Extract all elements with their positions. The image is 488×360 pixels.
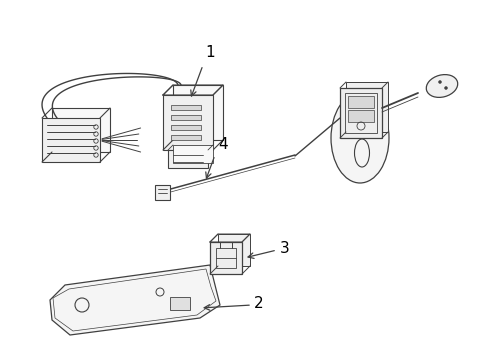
- Bar: [218, 234, 249, 266]
- Circle shape: [438, 81, 441, 84]
- Circle shape: [444, 86, 447, 90]
- Bar: [171, 125, 201, 130]
- Ellipse shape: [426, 75, 457, 98]
- Bar: [170, 297, 190, 310]
- Text: 2: 2: [253, 297, 263, 311]
- Bar: [347, 96, 373, 108]
- Bar: [173, 85, 223, 140]
- Bar: [168, 150, 207, 168]
- Bar: [42, 118, 100, 162]
- Bar: [209, 242, 242, 274]
- Bar: [155, 185, 170, 200]
- Bar: [163, 95, 213, 150]
- Bar: [171, 115, 201, 120]
- Bar: [52, 108, 110, 152]
- Bar: [216, 248, 236, 268]
- Bar: [171, 105, 201, 110]
- Bar: [345, 93, 376, 133]
- Bar: [339, 88, 381, 138]
- Bar: [346, 82, 387, 132]
- Bar: [171, 135, 201, 140]
- Text: 4: 4: [218, 137, 227, 152]
- Text: 1: 1: [204, 45, 214, 60]
- Text: 3: 3: [280, 240, 289, 256]
- Ellipse shape: [330, 93, 388, 183]
- Polygon shape: [50, 265, 220, 335]
- Bar: [173, 145, 213, 163]
- Bar: [347, 110, 373, 122]
